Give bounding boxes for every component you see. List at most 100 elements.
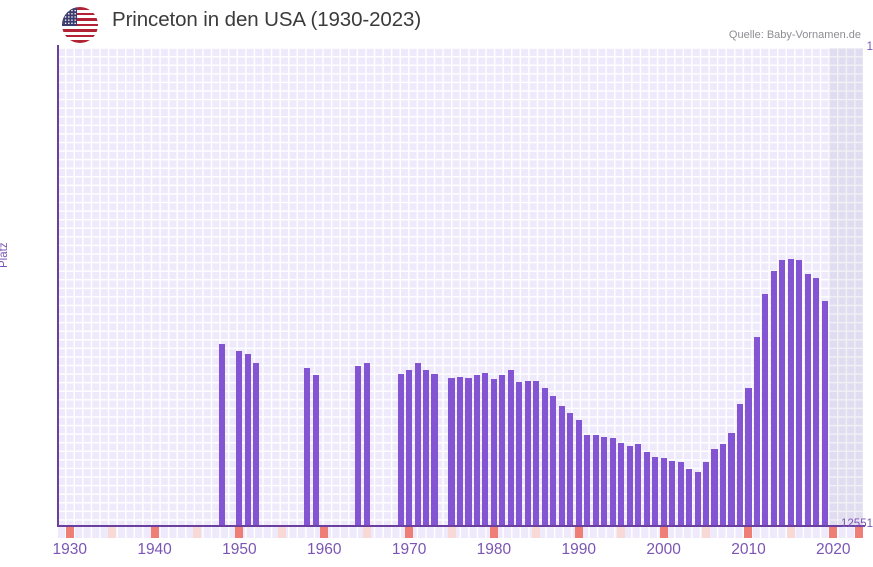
chart-bar[interactable] xyxy=(601,436,608,525)
chart-bar[interactable] xyxy=(423,369,430,525)
x-axis-tick-label: 1990 xyxy=(561,541,597,558)
chart-bar[interactable] xyxy=(694,471,701,525)
chart-bar[interactable] xyxy=(618,442,625,525)
x-axis-major-tick xyxy=(489,527,498,538)
chart-bar[interactable] xyxy=(244,354,251,525)
chart-bar[interactable] xyxy=(702,461,710,525)
chart-bar[interactable] xyxy=(575,419,582,525)
x-axis-major-tick xyxy=(829,527,838,538)
chart-bar[interactable] xyxy=(253,363,260,525)
x-axis-major-tick xyxy=(65,527,74,538)
page-title: Princeton in den USA (1930-2023) xyxy=(112,8,422,31)
x-axis-tick-label: 2010 xyxy=(731,541,766,558)
chart-bar[interactable] xyxy=(431,374,438,525)
x-axis-major-tick xyxy=(235,527,244,538)
x-axis-tick-label: 1930 xyxy=(52,541,87,558)
x-axis-major-tick xyxy=(320,527,329,538)
x-axis-minor-tick xyxy=(702,527,711,538)
chart-bar[interactable] xyxy=(711,448,718,525)
chart-bar[interactable] xyxy=(236,350,243,525)
chart-bar[interactable] xyxy=(499,375,506,525)
chart-bar[interactable] xyxy=(524,380,531,525)
chart-bar[interactable] xyxy=(363,362,370,525)
chart-bar[interactable] xyxy=(804,274,811,525)
x-axis-tick-label: 2000 xyxy=(646,541,681,558)
chart-bar[interactable] xyxy=(312,374,319,525)
x-axis-minor-tick xyxy=(617,527,626,538)
chart-bar[interactable] xyxy=(219,344,226,525)
chart-bar[interactable] xyxy=(609,437,616,525)
chart-bar[interactable] xyxy=(686,469,693,525)
chart-bar[interactable] xyxy=(355,366,362,525)
x-axis-minor-tick xyxy=(277,527,286,538)
chart-bar[interactable] xyxy=(507,369,514,525)
chart-bar[interactable] xyxy=(669,460,676,525)
chart-bar[interactable] xyxy=(550,396,557,525)
chart-bar[interactable] xyxy=(473,374,480,525)
chart-bar[interactable] xyxy=(584,434,591,525)
x-axis-major-tick xyxy=(659,527,668,538)
x-axis-line xyxy=(57,525,865,527)
y-axis-title: Platz xyxy=(0,242,10,268)
chart-bar[interactable] xyxy=(736,404,744,525)
x-axis-tick-label: 1940 xyxy=(137,541,172,558)
chart-bar[interactable] xyxy=(304,368,311,525)
x-axis-minor-tick xyxy=(108,527,117,538)
chart-bar[interactable] xyxy=(533,380,540,525)
chart-bar[interactable] xyxy=(753,337,760,525)
chart-bar[interactable] xyxy=(635,444,642,525)
chart-bar[interactable] xyxy=(397,373,404,525)
x-axis-minor-tick xyxy=(192,527,201,538)
y-axis-label-bottom: 12551 xyxy=(841,518,873,530)
chart-bar[interactable] xyxy=(490,379,497,525)
x-axis-minor-tick xyxy=(786,527,795,538)
x-axis-tick-label: 1980 xyxy=(476,541,512,558)
chart-bar[interactable] xyxy=(482,372,489,525)
chart-bar[interactable] xyxy=(448,377,455,525)
x-axis-minor-tick xyxy=(532,527,541,538)
chart-bar[interactable] xyxy=(567,412,574,525)
chart-bar[interactable] xyxy=(762,293,769,525)
us-flag-icon xyxy=(62,7,98,43)
x-axis-major-tick xyxy=(574,527,583,538)
source-attribution: Quelle: Baby-Vornamen.de xyxy=(728,29,861,41)
chart-bar[interactable] xyxy=(770,270,777,525)
x-axis-major-tick xyxy=(744,527,753,538)
x-axis-tick-label: 2020 xyxy=(816,541,851,558)
y-axis-label-top: 1 xyxy=(866,41,873,53)
chart-bar[interactable] xyxy=(558,405,565,525)
x-axis-tick-label: 1950 xyxy=(222,541,257,558)
chart-bar[interactable] xyxy=(541,388,548,525)
chart-bar[interactable] xyxy=(626,445,633,525)
chart-bar[interactable] xyxy=(414,363,421,525)
flag-canton xyxy=(62,7,78,27)
future-region-shading xyxy=(829,48,863,525)
x-axis-tick-label: 1960 xyxy=(307,541,342,558)
chart-bar[interactable] xyxy=(677,462,684,525)
x-axis-major-tick xyxy=(405,527,414,538)
chart-bar[interactable] xyxy=(719,443,727,525)
x-axis-tick-strip xyxy=(57,527,863,538)
x-axis-minor-tick xyxy=(447,527,456,538)
chart-bar[interactable] xyxy=(821,300,828,525)
chart-bar[interactable] xyxy=(813,277,820,525)
chart-bar[interactable] xyxy=(592,434,599,525)
y-axis-line xyxy=(57,45,59,528)
chart-bar[interactable] xyxy=(652,457,659,525)
chart-bar[interactable] xyxy=(779,260,786,525)
chart-bar[interactable] xyxy=(465,377,472,525)
x-axis-tick-label: 1970 xyxy=(391,541,427,558)
chart-bar[interactable] xyxy=(456,376,464,525)
chart-bar[interactable] xyxy=(643,451,650,525)
chart-bar[interactable] xyxy=(406,370,413,525)
x-axis-major-tick xyxy=(150,527,159,538)
chart-plot-area xyxy=(57,48,863,525)
chart-bar[interactable] xyxy=(660,458,667,525)
chart-bar[interactable] xyxy=(745,387,752,525)
chart-bar[interactable] xyxy=(516,381,523,525)
chart-bar[interactable] xyxy=(787,258,794,525)
x-axis-minor-tick xyxy=(362,527,371,538)
chart-bar[interactable] xyxy=(728,432,735,525)
chart-bar[interactable] xyxy=(796,259,803,525)
